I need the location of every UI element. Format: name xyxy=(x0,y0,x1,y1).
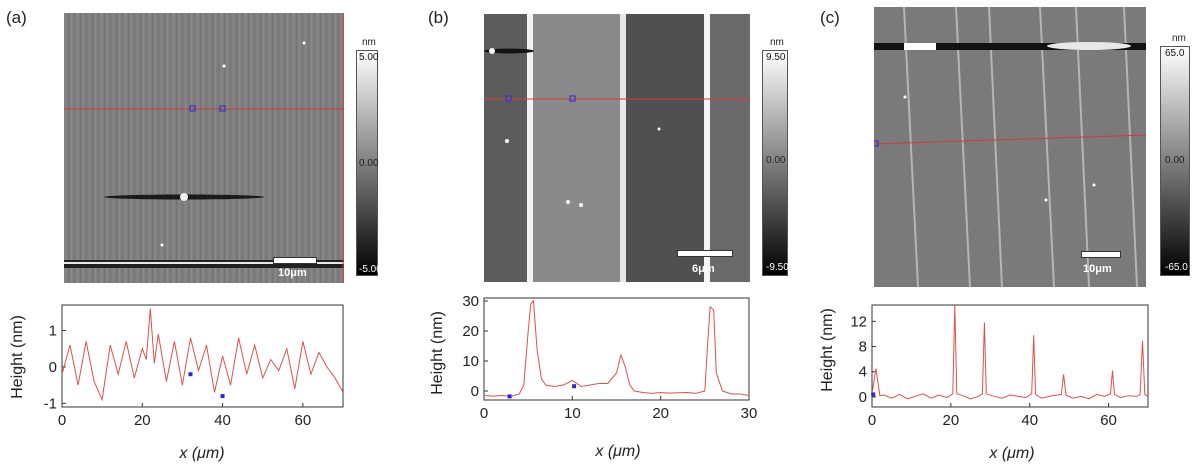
x-tick-label: 30 xyxy=(741,405,758,422)
panel-a: (a) 10μm nm 5.00 0. xyxy=(0,0,400,468)
scale-bar-label: 10μm xyxy=(278,267,307,279)
colorbar-mid: 0.00 xyxy=(1165,155,1185,166)
x-axis-label: x (μm) xyxy=(988,445,1034,462)
panel-label: (c) xyxy=(820,8,840,27)
y-tick-label: 1 xyxy=(49,323,57,340)
scale-bar xyxy=(273,257,317,264)
scale-bar-label: 10μm xyxy=(1083,263,1112,275)
colorbar-max: 9.50 xyxy=(766,52,786,63)
colorbar-max: 5.00 xyxy=(359,52,379,63)
scale-bar-label: 6μm xyxy=(692,263,715,275)
colorbar-unit: nm xyxy=(1172,33,1186,44)
x-tick-label: 60 xyxy=(295,412,312,429)
afm-image xyxy=(484,14,750,282)
panel-label: (b) xyxy=(428,8,449,27)
colorbar-min: -65.0 xyxy=(1165,262,1188,273)
colorbar-mid: 0.00 xyxy=(359,158,379,169)
afm-image xyxy=(874,7,1146,287)
afm-image-features xyxy=(874,7,1146,287)
height-profile-plot: Height (nm) x (μm) 0 20 40 60 0 4 8 12 xyxy=(819,304,1149,462)
plot-frame xyxy=(871,304,1149,408)
y-tick-label: 0 xyxy=(49,359,57,376)
profile-marker xyxy=(188,372,193,377)
profile-marker xyxy=(220,394,225,399)
y-tick-label: 12 xyxy=(850,313,867,330)
x-tick-label: 0 xyxy=(58,412,66,429)
colorbar-unit: nm xyxy=(770,37,784,48)
y-tick-label: 4 xyxy=(859,364,867,381)
x-tick-label: 10 xyxy=(564,405,581,422)
x-tick-label: 20 xyxy=(943,412,960,429)
x-tick-label: 40 xyxy=(1021,412,1038,429)
colorbar xyxy=(356,50,378,276)
x-tick-label: 20 xyxy=(134,412,151,429)
x-tick-label: 0 xyxy=(868,412,876,429)
height-profile-plot: Height (nm) x (μm) 0 10 20 30 0 10 20 30 xyxy=(429,293,758,460)
x-tick-label: 40 xyxy=(214,412,231,429)
x-tick-label: 20 xyxy=(652,405,669,422)
plot-frame xyxy=(483,297,750,401)
afm-image xyxy=(64,13,344,283)
scale-bar xyxy=(677,250,733,257)
panel-label: (a) xyxy=(6,8,27,27)
afm-image-features xyxy=(64,13,344,283)
y-tick-label: 30 xyxy=(462,293,479,310)
height-profile-line xyxy=(483,299,750,397)
y-tick-label: 20 xyxy=(462,323,479,340)
y-tick-label: -1 xyxy=(44,395,57,412)
profile-marker xyxy=(871,392,876,397)
y-axis-label: Height (nm) xyxy=(429,311,446,395)
y-tick-label: 0 xyxy=(471,383,479,400)
profile-marker xyxy=(507,394,512,399)
x-tick-label: 60 xyxy=(1100,412,1117,429)
x-tick-label: 0 xyxy=(480,405,488,422)
y-axis-label: Height (nm) xyxy=(819,308,836,392)
colorbar-mid: 0.00 xyxy=(766,155,786,166)
scale-bar xyxy=(1081,251,1121,258)
plot-frame xyxy=(61,304,344,408)
x-axis-label: x (μm) xyxy=(178,445,224,462)
y-tick-label: 8 xyxy=(859,339,867,356)
profile-marker xyxy=(572,384,577,389)
colorbar-min: -5.00 xyxy=(359,264,382,275)
height-profile-line xyxy=(61,308,344,402)
height-profile-line xyxy=(871,305,1149,400)
colorbar-max: 65.0 xyxy=(1165,48,1185,59)
y-tick-label: 0 xyxy=(859,389,867,406)
y-tick-label: 10 xyxy=(462,353,479,370)
panel-b: (b) 6μm nm 9.50 0.00 -9.50 Height (nm) x… xyxy=(400,0,800,468)
colorbar-min: -9.50 xyxy=(766,262,789,273)
colorbar-unit: nm xyxy=(362,37,376,48)
colorbar xyxy=(762,50,788,276)
x-axis-label: x (μm) xyxy=(594,443,640,460)
y-axis-label: Height (nm) xyxy=(9,315,26,399)
afm-image-features xyxy=(484,14,750,282)
height-profile-plot: Height (nm) x (μm) 0 20 40 60-101 xyxy=(9,304,344,462)
colorbar xyxy=(1160,46,1190,276)
panel-c: (c) 10μm nm 65.0 0.00 -65.0 xyxy=(800,0,1200,468)
